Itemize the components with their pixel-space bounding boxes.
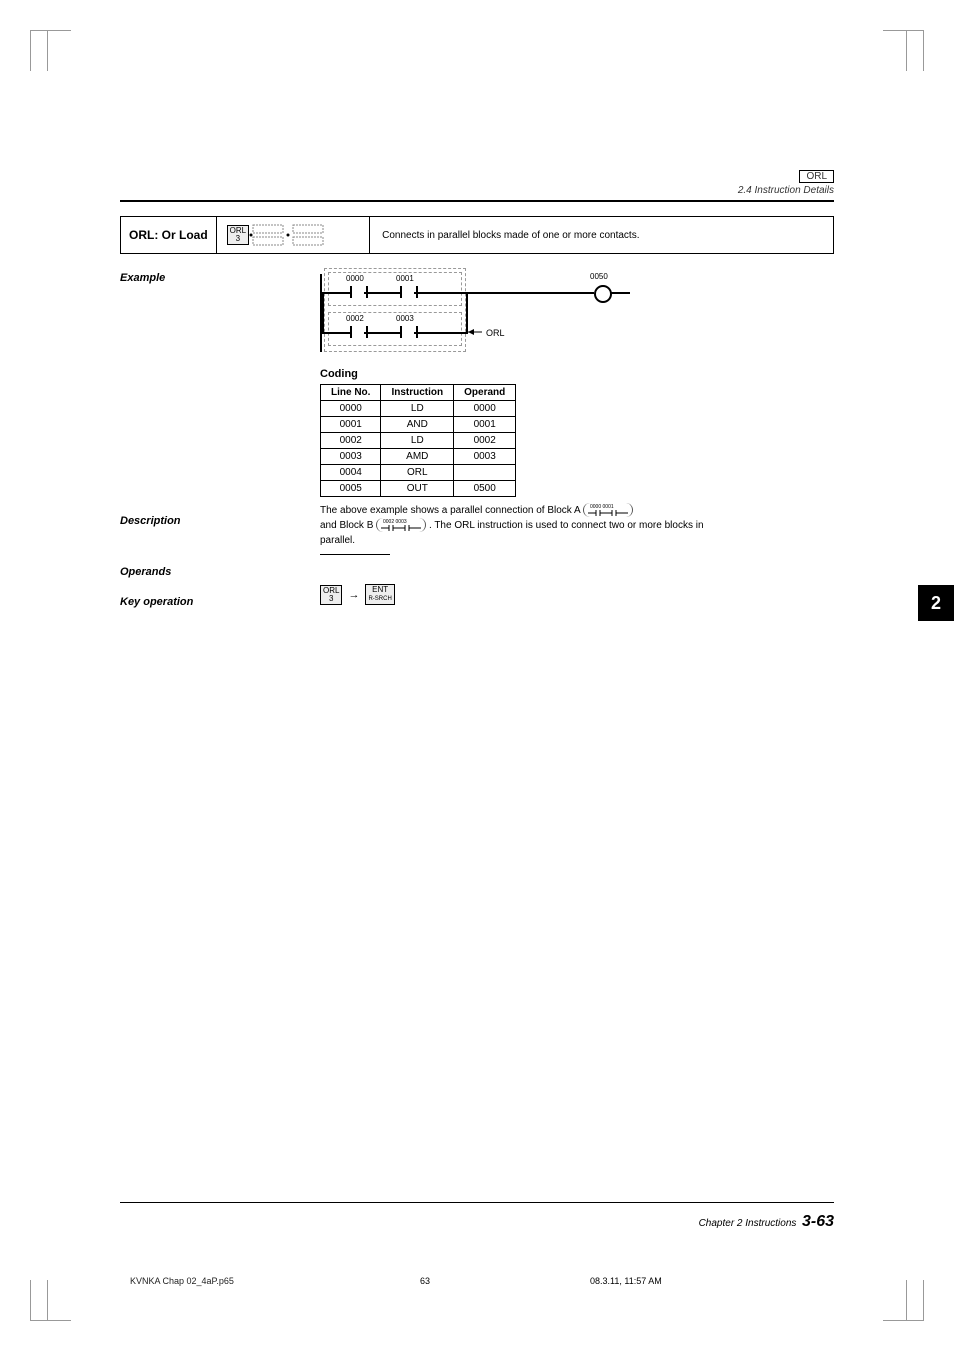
header-rule — [120, 200, 834, 202]
footer-page: 3-63 — [802, 1213, 834, 1230]
footer: Chapter 2 Instructions 3-63 — [699, 1213, 834, 1231]
ladder-diagram: 0000 0001 0050 0002 0003 — [320, 264, 640, 354]
description-text: The above example shows a parallel conne… — [320, 503, 834, 548]
keycap-ent: ENT R-SRCH — [365, 584, 394, 605]
table-row: Line No. Instruction Operand — [321, 385, 516, 401]
instruction-symbol: ORL 3 — [217, 217, 370, 253]
coding-title: Coding — [320, 368, 834, 380]
keyop-sequence: ORL 3 → ENT R-SRCH — [320, 584, 834, 605]
example-label: Example — [120, 272, 320, 284]
table-row: 0002LD0002 — [321, 433, 516, 449]
mini-ladder-a: 0000 0001 — [583, 503, 633, 517]
col-line-no: Line No. — [321, 385, 381, 401]
contact-0003-label: 0003 — [396, 314, 414, 323]
meta-file: KVNKA Chap 02_4aP.p65 — [130, 1276, 234, 1286]
mini-ladder-b: 0002 0003 — [376, 518, 426, 532]
meta-timestamp: 08.3.11, 11:57 AM — [590, 1276, 662, 1286]
contact-0001-label: 0001 — [396, 274, 414, 283]
arrow-icon: → — [348, 589, 359, 601]
contact-0002-label: 0002 — [346, 314, 364, 323]
instruction-summary: Connects in parallel blocks made of one … — [370, 217, 833, 253]
keycap-bottom: 3 — [236, 234, 240, 243]
crop-mark-tl — [30, 30, 71, 71]
keycap-orl: ORL 3 — [227, 225, 249, 245]
keycap-orl-2: ORL 3 — [320, 585, 342, 605]
keyop-label: Key operation — [120, 596, 320, 608]
crop-mark-bl — [30, 1280, 71, 1321]
svg-text:0002 0003: 0002 0003 — [383, 519, 407, 525]
instruction-row: ORL: Or Load ORL 3 Connects in parallel … — [120, 216, 834, 254]
side-tab: 2 — [918, 585, 954, 621]
contact-0000-label: 0000 — [346, 274, 364, 283]
table-row: 0000LD0000 — [321, 401, 516, 417]
table-row: 0004ORL — [321, 465, 516, 481]
crop-mark-tr — [883, 30, 924, 71]
col-instruction: Instruction — [381, 385, 454, 401]
svg-text:0000 0001: 0000 0001 — [590, 504, 614, 510]
footer-rule — [120, 1202, 834, 1203]
operands-empty-line — [320, 554, 390, 555]
col-operand: Operand — [454, 385, 516, 401]
orl-tag: ORL — [486, 328, 505, 338]
header-subtitle: 2.4 Instruction Details — [738, 185, 834, 196]
instruction-name: ORL: Or Load — [121, 217, 217, 253]
table-row: 0001AND0001 — [321, 417, 516, 433]
meta-page: 63 — [420, 1276, 430, 1286]
coil-0050-label: 0050 — [590, 272, 608, 281]
description-label: Description — [120, 515, 320, 527]
header-box: ORL — [799, 170, 834, 183]
table-row: 0003AMD0003 — [321, 449, 516, 465]
footer-chapter: Chapter 2 Instructions — [699, 1218, 797, 1229]
coding-table: Line No. Instruction Operand 0000LD0000 … — [320, 384, 516, 497]
crop-mark-br — [883, 1280, 924, 1321]
operands-label: Operands — [120, 566, 320, 578]
instruction-mini-ladder — [249, 223, 359, 247]
table-row: 0005OUT0500 — [321, 481, 516, 497]
